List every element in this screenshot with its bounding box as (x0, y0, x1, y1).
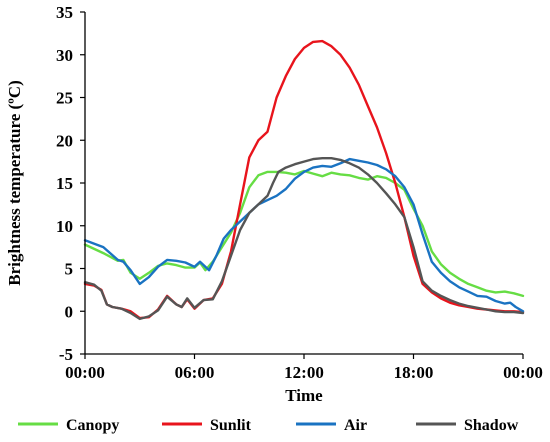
x-tick-label: 12:00 (284, 363, 324, 382)
x-axis-title: Time (285, 386, 323, 405)
x-tick-label: 06:00 (175, 363, 215, 382)
y-axis-title: Brightness temperature (ºC) (5, 80, 24, 285)
legend-label-shadow: Shadow (464, 417, 519, 434)
y-tick-label: 35 (56, 3, 73, 22)
y-tick-label: 25 (56, 89, 73, 108)
y-tick-label: 20 (56, 131, 73, 150)
series-line-air (83, 157, 525, 313)
ticks-layer: -5 0 5 10 15 20 25 30 35 00:00 06:00 12:00 18:00 00:0… (56, 3, 543, 382)
y-tick-label: 10 (56, 217, 73, 236)
x-tick-label: 00:00 (503, 363, 543, 382)
y-tick-label: 0 (65, 302, 74, 321)
x-tick-label: 00:00 (65, 363, 105, 382)
y-tick-label: -5 (59, 345, 73, 364)
legend-label-sunlit: Sunlit (210, 417, 252, 434)
legend-label-air: Air (344, 417, 367, 434)
legend-label-canopy: Canopy (66, 417, 119, 434)
y-tick-label: 5 (65, 260, 74, 279)
y-tick-label: 15 (56, 174, 73, 193)
y-tick-label: 30 (56, 46, 73, 65)
x-tick-label: 18:00 (394, 363, 434, 382)
series-layer (83, 39, 525, 321)
series-line-canopy (83, 169, 525, 298)
series-line-shadow (83, 157, 525, 321)
legend: Canopy Sunlit Air Shadow (18, 417, 519, 434)
